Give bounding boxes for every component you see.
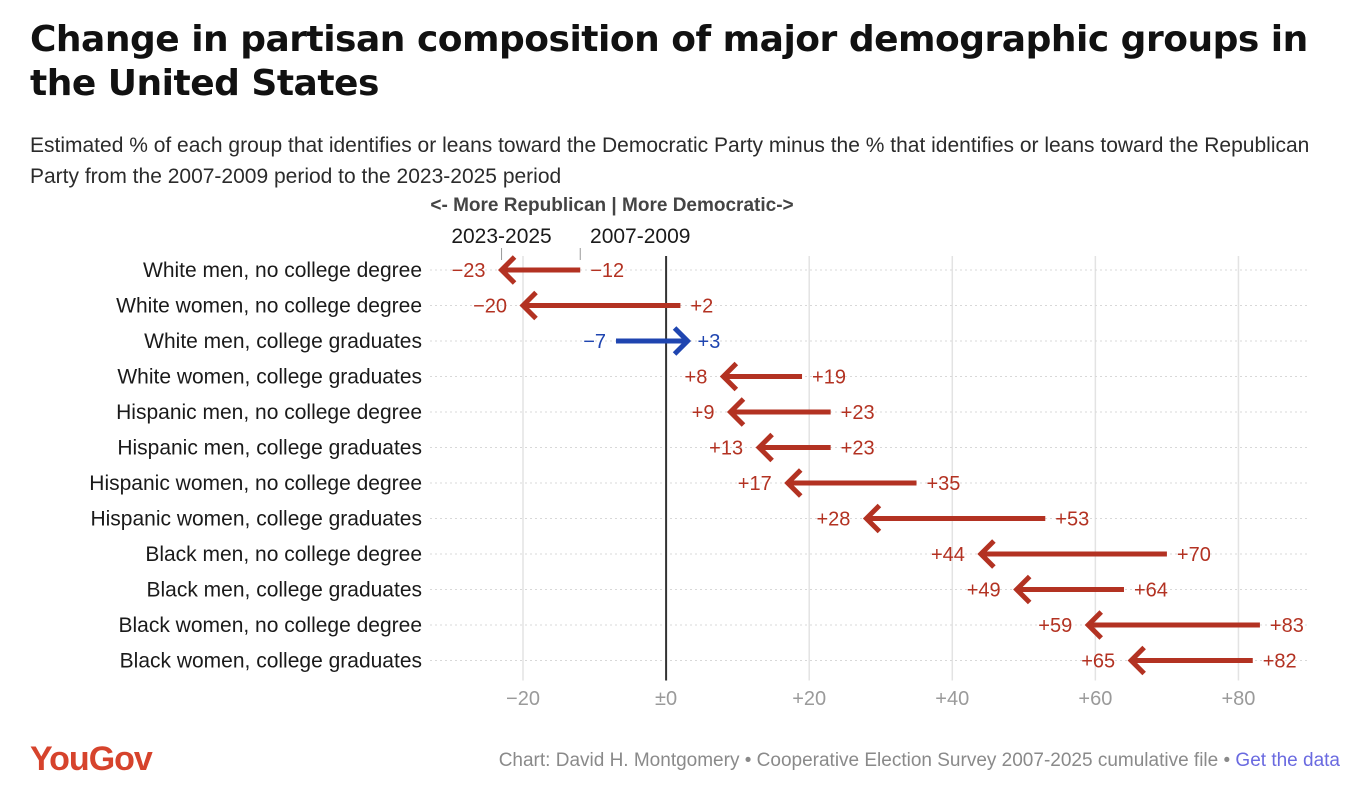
category-label: Hispanic women, college graduates [90, 508, 422, 531]
category-label: Black men, no college degree [145, 543, 422, 566]
end-value-label: +13 [709, 438, 743, 460]
arrow-head [755, 432, 774, 463]
chart-title: Change in partisan composition of major … [30, 19, 1308, 104]
end-value-label: +44 [931, 544, 965, 566]
end-value-label: −20 [473, 296, 507, 318]
category-label: White men, college graduates [144, 330, 422, 353]
start-value-label: +2 [690, 296, 713, 318]
x-tick-label: +60 [1078, 688, 1112, 710]
end-value-label: +65 [1081, 651, 1115, 673]
end-value-label: −23 [452, 260, 486, 282]
end-value-label: +8 [685, 367, 708, 389]
category-label: Hispanic men, no college degree [116, 401, 422, 424]
row-guides [430, 269, 1310, 661]
arrow-head [672, 326, 692, 356]
x-tick-label: ±0 [655, 688, 677, 710]
category-label: White women, no college degree [116, 295, 422, 318]
x-tick-label: −20 [506, 688, 540, 710]
category-label: White men, no college degree [143, 259, 422, 282]
chart-subtitle: Estimated % of each group that identifie… [30, 134, 1310, 188]
direction-label: <- More Republican | More Democratic-> [430, 195, 793, 216]
arrow-head [1084, 610, 1103, 640]
source-text: Chart: David H. Montgomery • Cooperative… [498, 750, 1231, 771]
end-value-label: +59 [1038, 615, 1072, 637]
arrow-head [977, 539, 996, 569]
arrow-head [1127, 645, 1146, 676]
start-value-label: +64 [1134, 580, 1168, 602]
yougov-logo: YouGov [30, 740, 153, 778]
start-value-label: −7 [583, 331, 606, 353]
end-value-label: +28 [816, 509, 850, 531]
end-value-label: +3 [698, 331, 721, 353]
category-label: Black women, college graduates [120, 650, 422, 673]
end-value-label: +49 [967, 580, 1001, 602]
start-value-label: +35 [927, 473, 961, 495]
category-label: Hispanic women, no college degree [89, 472, 422, 495]
legend-key: <- More Republican | More Democratic-> 20… [430, 195, 794, 260]
end-value-label: +9 [692, 402, 715, 424]
key-start-label: 2007-2009 [590, 225, 690, 248]
category-label: White women, college graduates [117, 366, 422, 389]
arrow-head [519, 290, 538, 321]
value-labels: −23 −12 −20 +2 +3 −7 +8 +19 +9 +23 +13 +23 +17 +35 +28… [452, 260, 1304, 673]
arrow-head [726, 397, 746, 427]
start-value-label: +23 [841, 438, 875, 460]
start-value-label: +83 [1270, 615, 1304, 637]
category-label: Hispanic men, college graduates [117, 437, 422, 460]
x-tick-label: +40 [935, 688, 969, 710]
arrow-head [862, 503, 882, 534]
category-label: Black men, college graduates [147, 579, 423, 602]
arrow-head [784, 468, 803, 498]
start-value-label: +82 [1263, 651, 1297, 673]
start-value-label: +53 [1055, 509, 1089, 531]
start-value-label: +23 [841, 402, 875, 424]
arrow-head [719, 361, 739, 392]
start-value-label: +19 [812, 367, 846, 389]
x-axis: −20 ±0 +20 +40 +60 +80 [506, 256, 1255, 710]
end-value-label: +17 [738, 473, 772, 495]
arrow-head [498, 255, 517, 285]
key-end-label: 2023-2025 [451, 225, 551, 248]
start-value-label: −12 [590, 260, 624, 282]
category-label: Black women, no college degree [118, 614, 422, 637]
footer-source: Chart: David H. Montgomery • Cooperative… [499, 750, 1340, 772]
arrow-head [1013, 574, 1032, 605]
x-tick-label: +80 [1221, 688, 1255, 710]
category-labels: White men, no college degree White women,… [89, 259, 422, 673]
get-the-data-link[interactable]: Get the data [1235, 750, 1340, 771]
arrows [498, 255, 1260, 676]
start-value-label: +70 [1177, 544, 1211, 566]
x-tick-label: +20 [792, 688, 826, 710]
gridlines [522, 256, 1240, 681]
